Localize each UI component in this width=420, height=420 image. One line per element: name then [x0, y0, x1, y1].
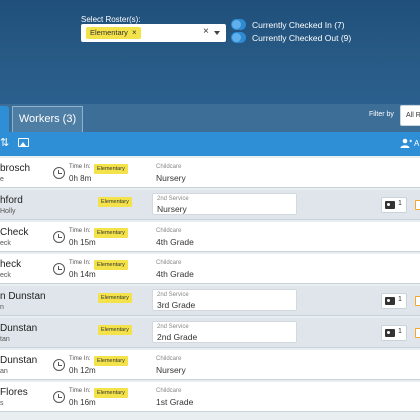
tab-workers[interactable]: Workers (3): [12, 106, 83, 132]
person-name[interactable]: heck: [0, 259, 22, 270]
id-count: 1: [398, 200, 402, 207]
roster-badge: Elementary: [94, 164, 128, 174]
id-card-icon: [385, 201, 395, 209]
roster-badge: Elementary: [94, 356, 128, 366]
checked-out-toggle[interactable]: [231, 32, 246, 43]
clock-icon: [53, 167, 65, 179]
service-value: 3rd Grade: [157, 300, 196, 310]
person-subtext: eck: [0, 272, 11, 279]
person-subtext: tan: [0, 336, 10, 343]
person-subtext: an: [0, 368, 8, 375]
time-in-value: 0h 15m: [69, 238, 96, 247]
service-select[interactable]: 2nd Service 3rd Grade: [152, 289, 297, 311]
service-select[interactable]: 2nd Service 2nd Grade: [152, 321, 297, 343]
person-subtext: eck: [0, 240, 11, 247]
service-label: 2nd Service: [157, 292, 189, 298]
id-count: 1: [398, 328, 402, 335]
roster-badge: Elementary: [98, 197, 132, 207]
filter-select[interactable]: All R: [400, 105, 420, 126]
service-label: Childcare: [156, 356, 182, 362]
service-value: Nursery: [157, 204, 187, 214]
person-name[interactable]: hford: [0, 195, 23, 206]
add-button-label[interactable]: A: [414, 139, 420, 148]
service-label: Childcare: [156, 228, 182, 234]
row-checkbox[interactable]: [415, 200, 420, 210]
person-name[interactable]: Dunstan: [0, 355, 38, 366]
tab-active-partial[interactable]: [0, 106, 9, 132]
person-subtext: s: [0, 400, 4, 407]
service-label: Childcare: [156, 164, 182, 170]
service-label: 2nd Service: [157, 196, 189, 202]
person-name[interactable]: n Dunstan: [0, 291, 46, 302]
service-select[interactable]: 2nd Service Nursery: [152, 193, 297, 215]
person-name[interactable]: brosch: [0, 163, 31, 174]
row-checkbox[interactable]: [415, 328, 420, 338]
service-value: 1st Grade: [156, 397, 194, 407]
time-in-value: 0h 12m: [69, 366, 96, 375]
time-in-label: Time In:: [69, 356, 91, 362]
service-value: 4th Grade: [156, 269, 194, 279]
id-card-icon: [385, 329, 395, 337]
roster-select-label: Select Roster(s):: [81, 15, 141, 24]
id-card-icon: [385, 297, 395, 305]
list-row[interactable]: brosch e Time In: 0h 8m Elementary Childcare N…: [0, 158, 420, 188]
person-name[interactable]: Flores: [0, 387, 28, 398]
list-toolbar: [0, 132, 420, 156]
list-row[interactable]: hford Holly Elementary 2nd Service Nursery 1: [0, 190, 420, 220]
clock-icon: [53, 391, 65, 403]
time-in-label: Time In:: [69, 164, 91, 170]
roster-badge: Elementary: [98, 293, 132, 303]
list-row[interactable]: heck eck Time In: 0h 14m Elementary Childcare…: [0, 254, 420, 284]
roster-chip-label: Elementary: [90, 28, 128, 37]
roster-select[interactable]: Elementary × ×: [81, 24, 226, 42]
list-row[interactable]: n Dunstan n Elementary 2nd Service 3rd Grade…: [0, 286, 420, 316]
roster-header: [0, 0, 420, 104]
service-value: 4th Grade: [156, 237, 194, 247]
person-subtext: e: [0, 176, 4, 183]
service-label: Childcare: [156, 388, 182, 394]
chevron-down-icon[interactable]: [214, 31, 220, 35]
service-label: 2nd Service: [157, 324, 189, 330]
checked-in-toggle[interactable]: [231, 19, 246, 30]
roster-badge: Elementary: [94, 388, 128, 398]
add-user-icon[interactable]: [400, 138, 412, 148]
clear-selection-icon[interactable]: ×: [203, 26, 209, 37]
id-badge-button[interactable]: 1: [381, 325, 407, 341]
roster-badge: Elementary: [98, 325, 132, 335]
list-row[interactable]: Check eck Time In: 0h 15m Elementary Childcar…: [0, 222, 420, 252]
time-in-value: 0h 16m: [69, 398, 96, 407]
service-value: Nursery: [156, 365, 186, 375]
person-name[interactable]: Dunstan: [0, 323, 38, 334]
id-badge-button[interactable]: 1: [381, 197, 407, 213]
sort-icon[interactable]: ⇅: [0, 137, 10, 149]
checked-in-label: Currently Checked In (7): [252, 20, 345, 30]
service-value: Nursery: [156, 173, 186, 183]
roster-badge: Elementary: [94, 228, 128, 238]
id-badge-button[interactable]: 1: [381, 293, 407, 309]
clock-icon: [53, 263, 65, 275]
time-in-label: Time In:: [69, 260, 91, 266]
service-value: 2nd Grade: [157, 332, 198, 342]
service-label: Childcare: [156, 260, 182, 266]
roster-badge: Elementary: [94, 260, 128, 270]
list-row[interactable]: Dunstan tan Elementary 2nd Service 2nd Grade…: [0, 318, 420, 348]
clock-icon: [53, 359, 65, 371]
image-icon[interactable]: [18, 138, 29, 147]
time-in-value: 0h 8m: [69, 174, 92, 183]
time-in-value: 0h 14m: [69, 270, 96, 279]
time-in-label: Time In:: [69, 388, 91, 394]
row-checkbox[interactable]: [415, 296, 420, 306]
list-row[interactable]: Flores s Time In: 0h 16m Elementary Childcare…: [0, 382, 420, 412]
roster-chip: Elementary ×: [86, 27, 141, 39]
time-in-label: Time In:: [69, 228, 91, 234]
filter-label: Filter by: [369, 111, 394, 118]
person-name[interactable]: Check: [0, 227, 29, 238]
clock-icon: [53, 231, 65, 243]
person-subtext: n: [0, 304, 4, 311]
checked-out-label: Currently Checked Out (9): [252, 33, 352, 43]
chip-remove-icon[interactable]: ×: [131, 28, 137, 37]
list-row[interactable]: Dunstan an Time In: 0h 12m Elementary Childca…: [0, 350, 420, 380]
person-subtext: Holly: [0, 208, 16, 215]
id-count: 1: [398, 296, 402, 303]
